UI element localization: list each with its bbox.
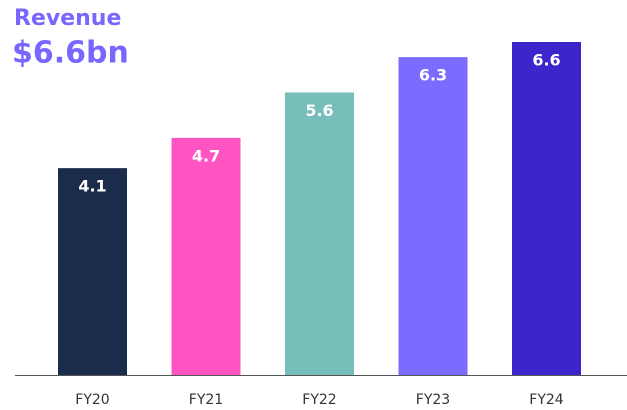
bar (512, 42, 581, 375)
value-label: 6.6 (532, 51, 560, 70)
value-label: 4.1 (78, 177, 106, 196)
bar (58, 168, 127, 375)
value-label: 4.7 (192, 146, 220, 165)
bar (171, 137, 241, 375)
chart-subtitle: $6.6bn (12, 36, 129, 71)
x-tick-label: FY23 (416, 392, 450, 408)
x-tick-label: FY20 (75, 392, 109, 408)
value-label: 5.6 (305, 101, 333, 120)
x-tick-label: FY22 (302, 392, 336, 408)
bar (285, 92, 354, 376)
value-label: 6.3 (419, 66, 447, 85)
x-tick-label: FY21 (189, 392, 223, 408)
chart-title: Revenue (14, 6, 121, 31)
x-tick-label: FY24 (529, 392, 564, 408)
bar (398, 57, 468, 376)
